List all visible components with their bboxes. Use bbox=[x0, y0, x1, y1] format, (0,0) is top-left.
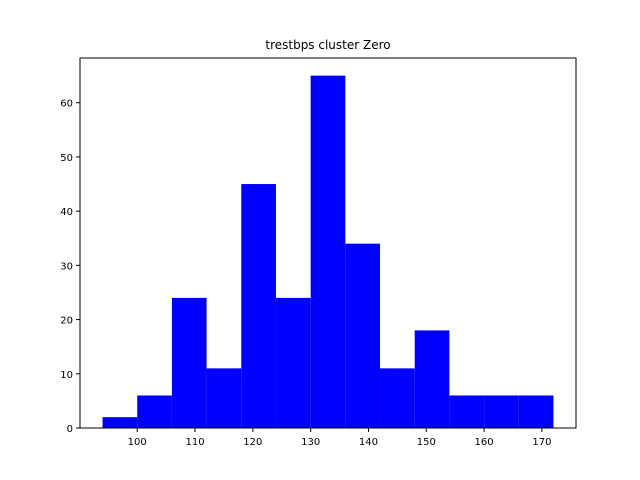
x-tick-label: 120 bbox=[243, 437, 262, 448]
y-tick-label: 10 bbox=[60, 370, 73, 381]
histogram-bar bbox=[484, 395, 519, 428]
histogram-bar bbox=[449, 395, 485, 428]
histogram-bar bbox=[137, 395, 172, 428]
histogram-bar bbox=[380, 368, 415, 428]
histogram-bar bbox=[414, 330, 450, 428]
histogram-bar bbox=[518, 395, 554, 428]
histogram-bar bbox=[206, 368, 242, 428]
x-tick-label: 170 bbox=[532, 437, 551, 448]
x-tick-label: 160 bbox=[475, 437, 494, 448]
histogram-bar bbox=[275, 297, 311, 428]
y-tick-label: 30 bbox=[60, 261, 73, 272]
x-tick-label: 140 bbox=[359, 437, 378, 448]
x-axis-ticks: 100 110 120 130 140 150 160 170 bbox=[128, 428, 551, 448]
x-tick-label: 100 bbox=[128, 437, 147, 448]
y-axis-ticks: 0 10 20 30 40 50 60 bbox=[60, 99, 80, 435]
x-tick-label: 130 bbox=[301, 437, 320, 448]
histogram-bar bbox=[345, 243, 381, 428]
y-tick-label: 60 bbox=[60, 99, 73, 110]
histogram-bar bbox=[102, 417, 138, 428]
y-tick-label: 0 bbox=[67, 424, 73, 435]
histogram-bars bbox=[102, 75, 554, 428]
histogram-bar bbox=[310, 75, 346, 428]
y-tick-label: 20 bbox=[60, 316, 73, 327]
plot-area-frame bbox=[79, 57, 577, 429]
histogram-bar bbox=[171, 297, 207, 428]
y-tick-label: 40 bbox=[60, 207, 73, 218]
x-tick-label: 110 bbox=[185, 437, 204, 448]
y-tick-label: 50 bbox=[60, 153, 73, 164]
x-tick-label: 150 bbox=[417, 437, 436, 448]
histogram-bar bbox=[241, 184, 276, 428]
chart-title: trestbps cluster Zero bbox=[265, 38, 390, 52]
